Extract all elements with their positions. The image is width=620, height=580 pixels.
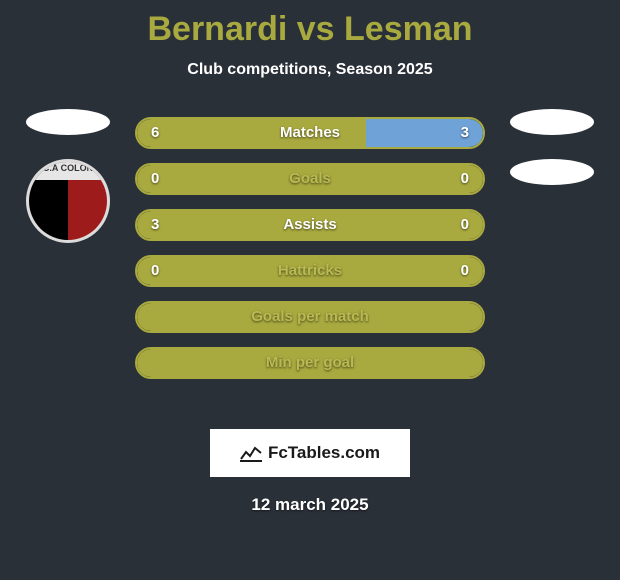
crest-label: C.A COLON — [29, 163, 107, 173]
brand-text: FcTables.com — [268, 443, 380, 463]
player-photo-placeholder — [510, 109, 594, 135]
brand-badge: FcTables.com — [210, 429, 410, 477]
stat-label: Goals per match — [137, 303, 483, 331]
comparison-panel: C.A COLON 63Matches 00Goals 30Assists 00Hat… — [0, 117, 620, 417]
brand-icon — [240, 444, 262, 462]
stat-label: Matches — [137, 119, 483, 147]
stat-label: Assists — [137, 211, 483, 239]
date-stamp: 12 march 2025 — [0, 495, 620, 515]
stat-row: 30Assists — [135, 209, 485, 241]
right-player-column — [502, 109, 602, 209]
club-crest-left: C.A COLON — [26, 159, 110, 243]
stat-bars: 63Matches 00Goals 30Assists 00Hattricks Goal… — [135, 117, 485, 393]
stat-row: 63Matches — [135, 117, 485, 149]
left-player-column: C.A COLON — [18, 109, 118, 243]
stat-label: Goals — [137, 165, 483, 193]
stat-row: 00Hattricks — [135, 255, 485, 287]
stat-row: Min per goal — [135, 347, 485, 379]
page-title: Bernardi vs Lesman — [0, 0, 620, 49]
stat-row: 00Goals — [135, 163, 485, 195]
stat-label: Min per goal — [137, 349, 483, 377]
page-subtitle: Club competitions, Season 2025 — [0, 61, 620, 79]
player-photo-placeholder — [26, 109, 110, 135]
stat-label: Hattricks — [137, 257, 483, 285]
stat-row: Goals per match — [135, 301, 485, 333]
club-crest-placeholder — [510, 159, 594, 185]
